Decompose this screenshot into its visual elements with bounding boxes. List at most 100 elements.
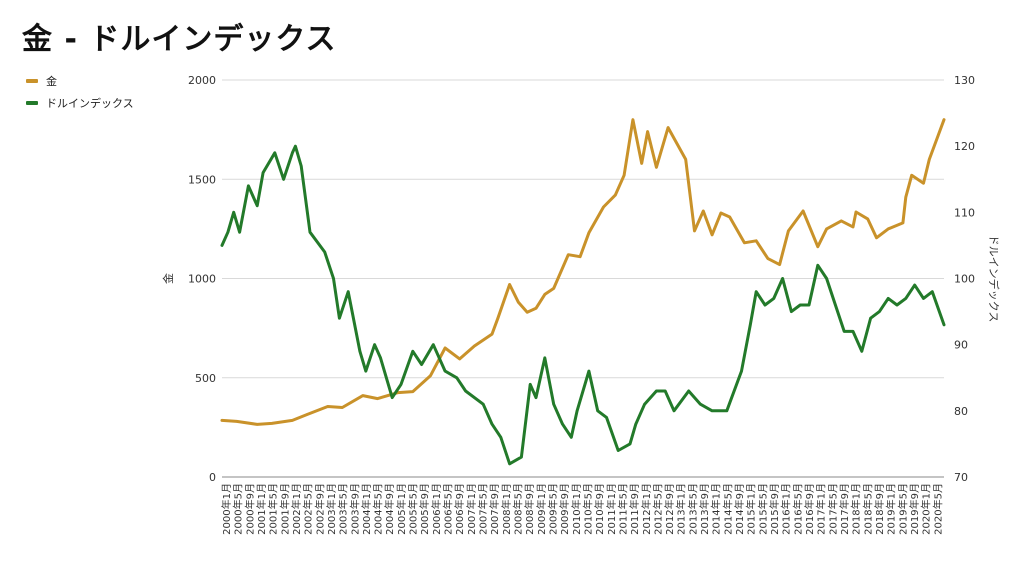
data-point-dollar-index [807,303,811,307]
x-tick-label: 2012年9月 [663,483,676,535]
x-tick-label: 2020年5月 [931,483,944,535]
data-point-dollar-index [358,350,362,353]
data-point-dollar-index [825,277,828,280]
x-tick-label: 2001年9月 [278,483,291,535]
data-point-dollar-index [294,144,297,148]
x-tick-label: 2009年5月 [546,483,559,535]
data-point-gold [614,193,617,197]
x-tick-label: 2003年5月 [337,483,350,535]
x-tick-label: 2007年9月 [488,483,501,535]
y-tick-label-left: 1000 [188,273,216,286]
data-point-dollar-index [323,250,326,254]
data-point-gold [904,195,908,199]
data-point-dollar-index [655,389,658,393]
data-point-dollar-index [834,303,837,307]
x-tick-label: 2006年1月 [430,483,443,535]
data-point-gold [361,394,365,397]
data-point-dollar-index [482,403,485,406]
data-point-dollar-index [499,436,503,439]
data-point-gold [534,307,538,310]
x-tick-label: 2018年9月 [873,483,886,535]
data-point-gold [578,255,582,258]
x-tick-label: 2008年5月 [512,483,525,535]
data-point-dollar-index [238,230,241,234]
data-point-dollar-index [754,290,758,293]
data-point-dollar-index [763,303,767,307]
data-point-gold [655,166,658,169]
x-tick-label: 2012年1月 [640,483,653,535]
x-tick-label: 2009年9月 [558,483,571,535]
x-tick-label: 2003年1月 [325,483,338,535]
y-tick-label-right: 70 [954,471,968,484]
data-point-dollar-index [391,396,394,399]
x-tick-label: 2015年9月 [768,483,781,535]
data-point-dollar-index [790,310,793,313]
x-tick-label: 2010年1月 [570,483,583,535]
data-point-dollar-index [561,422,564,426]
data-point-dollar-index [520,455,523,459]
x-tick-label: 2010年5月 [581,483,594,535]
data-point-dollar-index [672,409,676,413]
data-point-gold [646,130,649,133]
data-point-gold [490,332,494,336]
data-point-dollar-index [420,363,423,366]
data-point-dollar-index [904,297,908,300]
y-axis-title-right: ドルインデックス [987,235,1001,323]
data-point-gold [728,215,731,219]
data-point-dollar-index [575,409,579,413]
y-tick-label-left: 500 [195,372,216,385]
data-point-dollar-index [587,369,591,373]
x-tick-label: 2020年1月 [920,483,933,535]
data-point-gold [256,423,259,426]
data-point-gold [743,241,746,244]
data-point-dollar-index [605,416,608,419]
x-tick-label: 2014年1月 [710,483,723,535]
data-point-dollar-index [332,277,335,280]
data-point-dollar-index [687,389,690,393]
data-point-dollar-index [643,403,646,406]
data-point-gold [508,283,511,286]
x-tick-label: 2004年9月 [383,483,396,535]
data-point-gold [901,221,905,225]
data-point-dollar-index [261,171,265,174]
data-point-dollar-index [232,211,235,214]
data-point-gold [443,346,447,350]
data-point-gold [928,158,931,161]
data-point-dollar-index [490,422,494,426]
x-tick-label: 2016年9月 [803,483,816,535]
data-point-gold [754,239,758,242]
data-point-dollar-index [634,422,638,426]
x-tick-label: 2013年1月 [675,483,688,535]
x-tick-label: 2007年1月 [465,483,478,535]
data-point-gold [910,174,913,177]
data-point-dollar-index [663,389,667,393]
x-tick-label: 2012年5月 [651,483,664,535]
data-point-gold [473,344,476,348]
x-tick-label: 2015年1月 [745,483,758,535]
data-point-dollar-index [291,151,294,154]
x-tick-label: 2007年5月 [477,483,490,535]
y-tick-label-left: 1500 [188,173,216,186]
data-point-gold [640,162,643,165]
data-point-gold [496,317,500,320]
data-point-dollar-index [464,389,467,393]
data-point-gold [851,225,855,229]
data-point-dollar-index [455,376,458,379]
x-tick-label: 2004年1月 [360,483,373,535]
x-tick-label: 2009年1月 [535,483,548,535]
y-tick-label-right: 80 [954,405,968,418]
data-point-gold [719,211,723,215]
data-point-dollar-index [699,403,702,406]
x-tick-label: 2000年9月 [243,483,256,535]
x-tick-label: 2011年9月 [628,483,641,535]
data-point-gold [552,287,555,290]
x-tick-label: 2019年9月 [908,483,921,535]
x-tick-label: 2000年5月 [232,483,245,535]
x-tick-label: 2014年5月 [721,483,734,535]
data-point-gold [922,182,925,185]
y-tick-label-right: 90 [954,339,968,352]
x-tick-label: 2017年9月 [838,483,851,535]
data-point-gold [291,419,294,422]
data-point-gold [517,301,520,304]
